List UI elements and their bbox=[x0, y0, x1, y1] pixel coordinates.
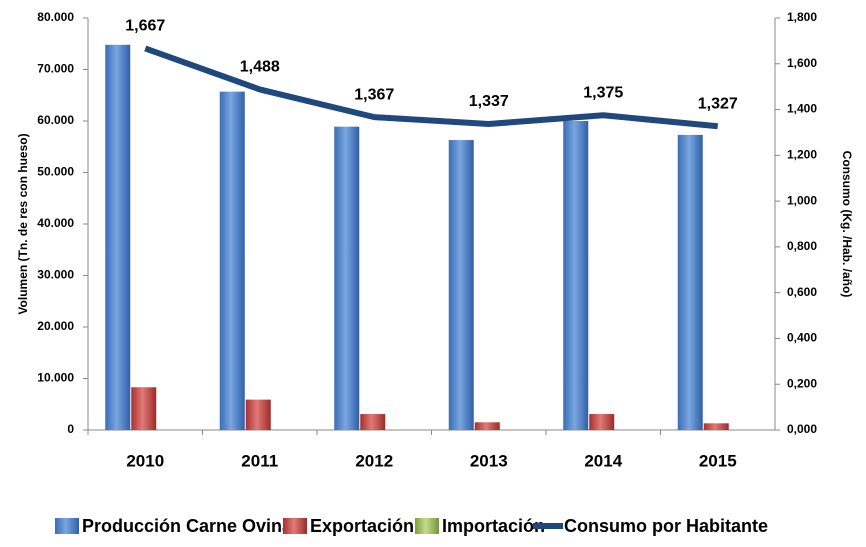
y2-tick-label: 0,000 bbox=[787, 422, 817, 436]
legend-label: Importación bbox=[442, 516, 545, 536]
y2-axis-title: Consumo (Kg. /Hab. /año) bbox=[840, 151, 854, 298]
bar bbox=[105, 44, 131, 430]
y2-tick-label: 0,400 bbox=[787, 331, 817, 345]
x-tick-label: 2010 bbox=[126, 451, 164, 470]
x-tick-label: 2011 bbox=[241, 451, 278, 470]
legend-swatch bbox=[415, 518, 439, 534]
y2-tick-label: 0,600 bbox=[787, 285, 817, 299]
y2-tick-label: 1,200 bbox=[787, 148, 817, 162]
data-label: 1,375 bbox=[583, 84, 623, 101]
y-tick-label: 70.000 bbox=[37, 62, 74, 76]
data-label: 1,667 bbox=[125, 18, 165, 35]
bar bbox=[474, 422, 500, 430]
bar bbox=[245, 399, 271, 430]
y-tick-label: 80.000 bbox=[37, 10, 74, 24]
bar bbox=[448, 140, 474, 430]
y2-tick-label: 1,600 bbox=[787, 56, 817, 70]
x-tick-label: 2015 bbox=[699, 451, 737, 470]
bar bbox=[563, 121, 589, 430]
legend-label: Exportación bbox=[310, 516, 414, 536]
data-label: 1,367 bbox=[354, 86, 394, 103]
y-tick-label: 0 bbox=[67, 422, 74, 436]
x-tick-label: 2013 bbox=[470, 451, 508, 470]
bar bbox=[219, 91, 245, 431]
bar bbox=[703, 423, 729, 430]
legend-swatch bbox=[283, 518, 307, 534]
bar bbox=[131, 387, 157, 430]
y2-tick-label: 0,200 bbox=[787, 376, 817, 390]
y2-tick-label: 1,000 bbox=[787, 193, 817, 207]
bar bbox=[360, 414, 386, 430]
y-tick-label: 40.000 bbox=[37, 216, 74, 230]
x-tick-label: 2014 bbox=[584, 451, 622, 470]
data-label: 1,327 bbox=[698, 95, 738, 112]
x-tick-label: 2012 bbox=[355, 451, 393, 470]
legend-swatch bbox=[55, 518, 79, 534]
y-tick-label: 20.000 bbox=[37, 319, 74, 333]
y2-tick-label: 1,400 bbox=[787, 102, 817, 116]
legend-label: Consumo por Habitante bbox=[564, 516, 768, 536]
y2-tick-label: 1,800 bbox=[787, 10, 817, 24]
y-tick-label: 10.000 bbox=[37, 371, 74, 385]
y-axis-title: Volumen (Tn. de res con hueso) bbox=[16, 133, 30, 314]
data-label: 1,337 bbox=[469, 93, 509, 110]
bar bbox=[677, 134, 703, 430]
bar bbox=[589, 414, 615, 430]
y2-tick-label: 0,800 bbox=[787, 239, 817, 253]
y-tick-label: 50.000 bbox=[37, 165, 74, 179]
line bbox=[144, 45, 719, 130]
legend-label: Producción Carne Ovina bbox=[82, 516, 293, 536]
y-tick-label: 60.000 bbox=[37, 113, 74, 127]
data-label: 1,488 bbox=[240, 59, 280, 76]
y-tick-label: 30.000 bbox=[37, 268, 74, 282]
bar bbox=[334, 126, 360, 430]
